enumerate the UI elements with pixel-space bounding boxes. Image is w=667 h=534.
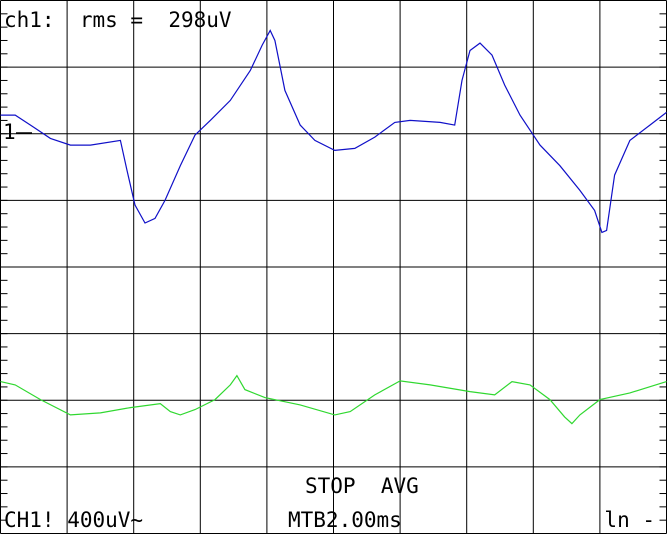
channel-scale: CH1! 400uV~: [4, 508, 143, 532]
measurement: ch1: rms = 298uV: [4, 8, 232, 32]
timebase: MTB2.00ms: [288, 508, 402, 532]
status: STOP AVG: [305, 474, 419, 498]
trace: [0, 29, 667, 234]
trace: [0, 374, 667, 425]
trigger: ln -: [604, 508, 655, 532]
channel-marker: 1: [3, 120, 16, 144]
